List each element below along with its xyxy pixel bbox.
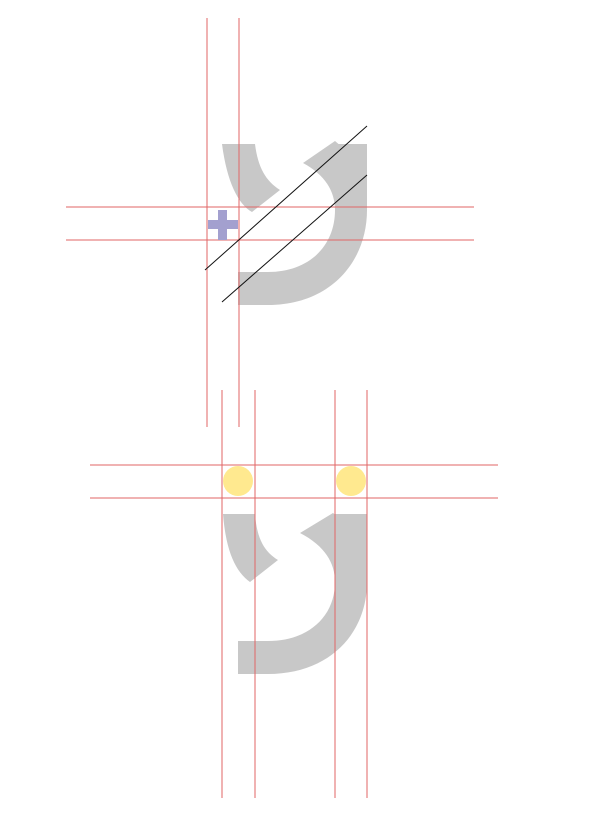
glyph-y-top: [222, 141, 367, 305]
crosshair-marker: [208, 210, 238, 240]
top-horizontal-guides: [66, 206, 474, 241]
bottom-vertical-guides: [221, 390, 368, 798]
junction-dots: [223, 466, 366, 496]
top-diagonal-guides: [204, 125, 368, 303]
crosshair-marker-horizontal-bar: [208, 220, 238, 229]
glyph-y-bottom-right-stem: [335, 514, 367, 582]
glyph-y-top-left-arm: [222, 144, 280, 212]
glyph-y-top-right-stem: [335, 144, 367, 210]
top-figure: [66, 18, 474, 427]
glyph-y-top-bowl: [238, 141, 367, 305]
top-vertical-guides: [206, 18, 240, 427]
diagonal-guide-upper: [204, 125, 368, 271]
bottom-horizontal-guides: [90, 464, 498, 499]
diagonal-guide-lower: [221, 174, 368, 303]
junction-dot-right: [336, 466, 366, 496]
junction-dot-left: [223, 466, 253, 496]
glyph-y-bottom: [223, 513, 367, 674]
bottom-figure: [90, 390, 498, 798]
glyph-y-bottom-left-arm: [223, 514, 278, 582]
